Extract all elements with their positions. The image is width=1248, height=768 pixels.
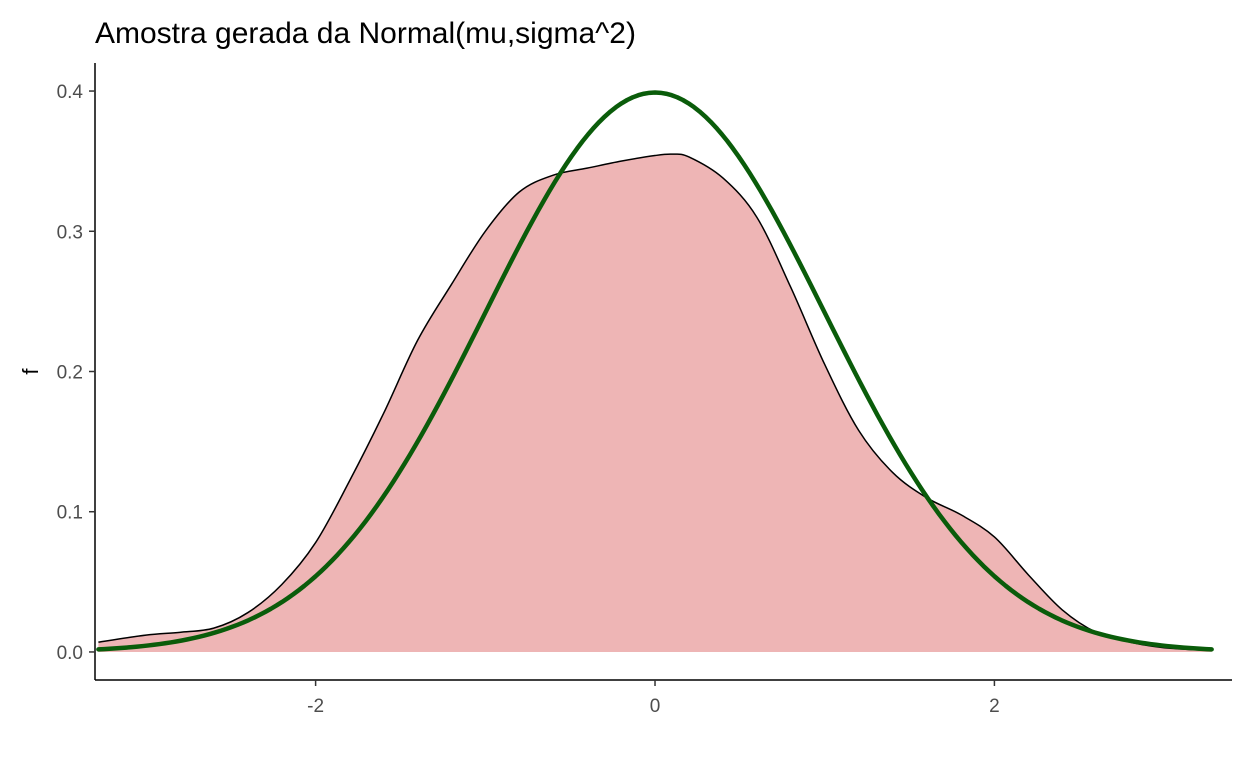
plot-area — [96, 90, 1214, 652]
y-tick-label: 0.2 — [57, 363, 83, 384]
x-tick-label: -2 — [307, 696, 324, 717]
y-tick-label: 0.1 — [57, 503, 83, 524]
chart-title: Amostra gerada da Normal(mu,sigma^2) — [95, 17, 636, 50]
axes: 0.0 0.1 0.2 0.3 0.4 -2 0 2 — [57, 63, 1232, 717]
y-tick-label: 0.0 — [57, 643, 83, 664]
x-tick-label: 2 — [989, 696, 1000, 717]
x-tick-label: 0 — [650, 696, 661, 717]
y-tick-label: 0.3 — [57, 222, 83, 243]
normal-curve — [96, 90, 1214, 652]
density-area — [98, 154, 1212, 652]
density-outline — [98, 153, 1212, 652]
y-tick-label: 0.4 — [57, 82, 84, 103]
y-axis-label: f — [18, 368, 43, 375]
